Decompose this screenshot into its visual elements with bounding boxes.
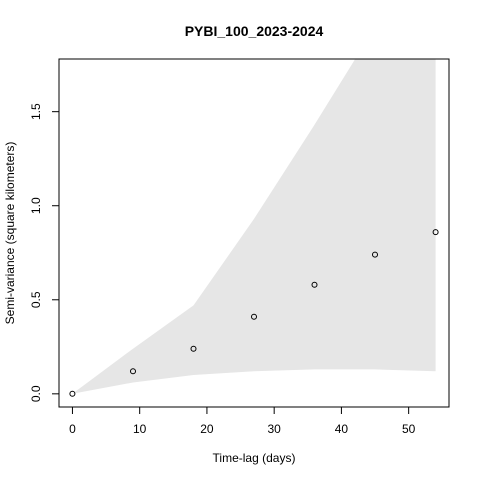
data-point [69,390,76,397]
y-tick-label: 0.0 [29,385,43,402]
x-axis: 0 10 20 30 40 50 [69,406,416,436]
data-point [190,345,197,352]
x-tick-label: 20 [200,422,214,436]
x-tick-label: 0 [69,422,76,436]
y-tick-label: 1.5 [29,103,43,120]
data-point [251,313,257,320]
confidence-envelope-layer [72,59,436,394]
x-axis-label: Time-lag (days) [213,451,296,465]
x-tick-label: 50 [402,422,416,436]
data-points-layer [69,229,439,397]
data-point [130,368,136,375]
chart-title: PYBI_100_2023-2024 [185,23,324,39]
confidence-envelope [72,59,436,394]
x-tick-label: 30 [267,422,281,436]
x-tick-label: 40 [335,422,349,436]
y-tick-label: 0.5 [29,291,43,308]
data-point [432,229,439,236]
data-point [311,281,318,288]
y-axis-label: Semi-variance (square kilometers) [3,142,17,325]
x-tick-label: 10 [133,422,147,436]
y-tick-label: 1.0 [29,197,43,214]
data-point [372,251,378,258]
y-axis: 0.0 0.5 1.0 1.5 [29,103,60,402]
